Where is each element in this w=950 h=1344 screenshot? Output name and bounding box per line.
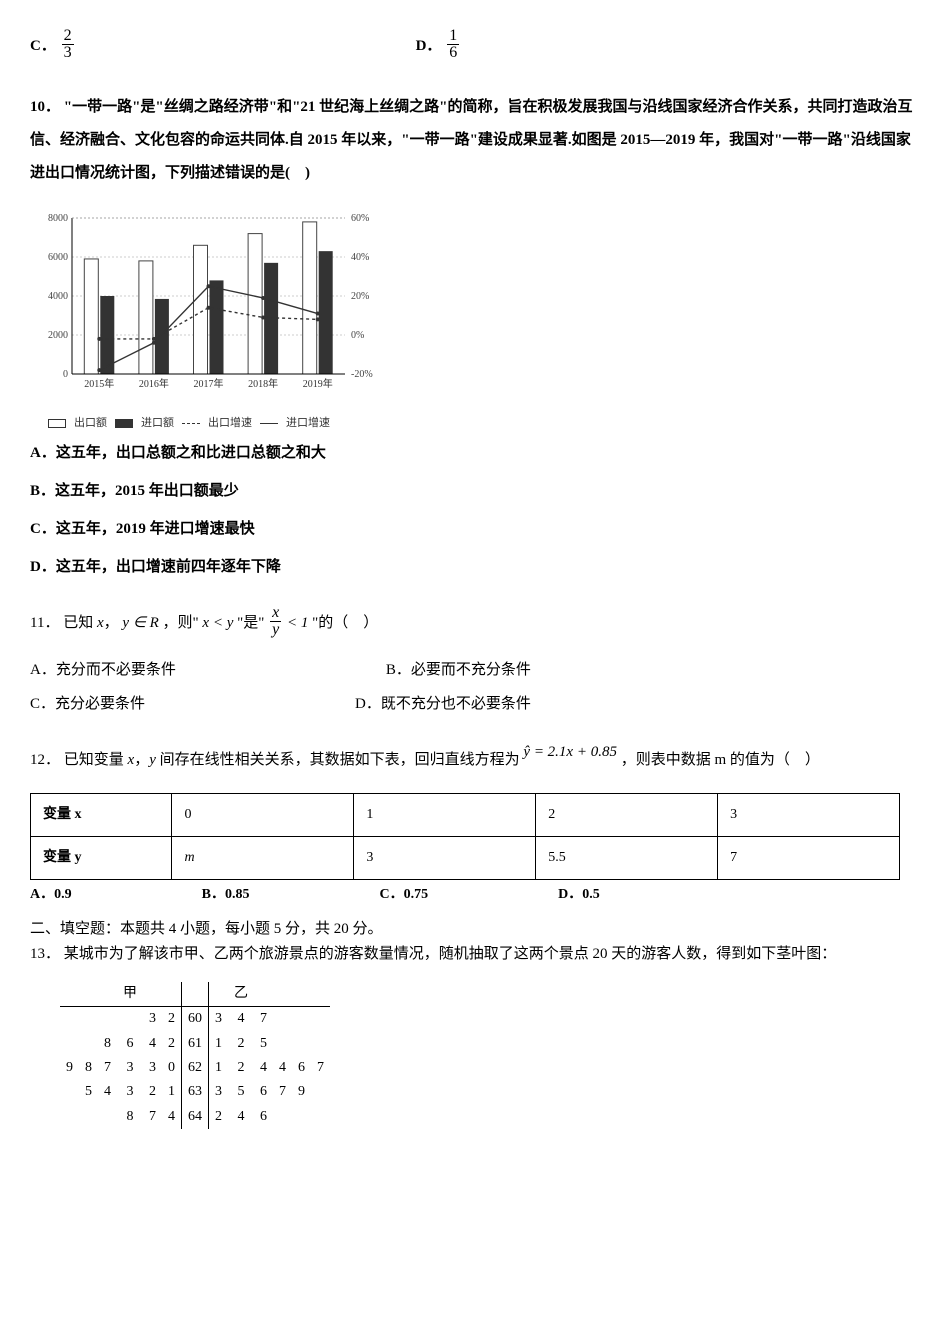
stem-leaf-plot: 甲乙32603478642611259873306212446754321633… [60, 982, 330, 1129]
table-row: 变量 x 0 1 2 3 [31, 793, 900, 836]
q11-frac: x y [270, 605, 281, 638]
q10-option-c: C．这五年，2019 年进口增速最快 [30, 517, 920, 541]
q12-number: 12． [30, 752, 60, 768]
q11-option-b: B．必要而不充分条件 [386, 658, 531, 682]
q12-options: A．0.9 B．0.85 C．0.75 D．0.5 [30, 884, 920, 906]
q9-options-cd: C． 2 3 D． 1 6 [30, 30, 920, 63]
q11-mid2: "是" [237, 615, 268, 631]
q12-eq: ŷ = 2.1x + 0.85 [523, 744, 617, 760]
q9-d-fraction: 1 6 [447, 28, 459, 61]
option-c-label: C． [30, 38, 56, 54]
legend-export-growth-line [182, 423, 200, 424]
q11: 11． 已知 x， y ∈ R ，则" x < y "是" x y < 1 "的… [30, 607, 920, 640]
q12-option-d: D．0.5 [558, 884, 600, 906]
q11-lt1: < 1 [287, 615, 308, 631]
svg-text:20%: 20% [351, 291, 369, 302]
svg-text:2019年: 2019年 [303, 377, 333, 390]
q11-prefix: 已知 [63, 615, 97, 631]
svg-text:8000: 8000 [48, 213, 68, 224]
legend-import-growth-line [260, 423, 278, 424]
legend-import-growth-label: 进口增速 [286, 415, 330, 433]
section2-title: 二、填空题：本题共 4 小题，每小题 5 分，共 20 分。 [30, 917, 920, 941]
q13-number: 13． [30, 946, 60, 962]
q11-x: x [97, 615, 104, 631]
q12-option-c: C．0.75 [379, 884, 428, 906]
legend-export-box [48, 419, 66, 428]
q10-options: A．这五年，出口总额之和比进口总额之和大 B．这五年，2015 年出口额最少 C… [30, 441, 920, 579]
q12-text1: 间存在线性相关关系，其数据如下表，回归直线方程为 [160, 752, 524, 768]
svg-text:0: 0 [63, 369, 68, 380]
q11-option-c: C．充分必要条件 [30, 692, 145, 716]
q9-option-c: C． 2 3 [30, 30, 76, 63]
q12-text2: ，则表中数据 m 的值为（ ） [621, 752, 820, 768]
q10-option-a: A．这五年，出口总额之和比进口总额之和大 [30, 441, 920, 465]
q11-cond: x < y [202, 615, 233, 631]
q11-option-a: A．充分而不必要条件 [30, 658, 176, 682]
svg-text:2015年: 2015年 [84, 377, 114, 390]
svg-text:4000: 4000 [48, 291, 68, 302]
svg-text:6000: 6000 [48, 252, 68, 263]
th-x: 变量 x [31, 793, 172, 836]
th-y: 变量 y [31, 837, 172, 880]
svg-text:-20%: -20% [351, 369, 373, 380]
q9-c-fraction: 2 3 [62, 28, 74, 61]
q11-number: 11． [30, 615, 59, 631]
q12-prefix: 已知变量 [64, 752, 128, 768]
q10-number: 10． [30, 99, 60, 115]
q10-text: "一带一路"是"丝绸之路经济带"和"21 世纪海上丝绸之路"的简称，旨在积极发展… [30, 99, 913, 181]
q12-table: 变量 x 0 1 2 3 变量 y m 3 5.5 7 [30, 793, 900, 881]
option-d-label: D． [416, 38, 442, 54]
q10-option-d: D．这五年，出口增速前四年逐年下降 [30, 555, 920, 579]
svg-text:40%: 40% [351, 252, 369, 263]
q10-chart: 0 2000 4000 6000 8000 -20% 0% 20% 40% 60% 2015年 2… [30, 206, 390, 411]
svg-text:2018年: 2018年 [248, 377, 278, 390]
svg-text:60%: 60% [351, 213, 369, 224]
q10-option-b: B．这五年，2015 年出口额最少 [30, 479, 920, 503]
chart-legend: 出口额 进口额 出口增速 进口增速 [48, 415, 920, 433]
q12: 12． 已知变量 x，y 间存在线性相关关系，其数据如下表，回归直线方程为 ŷ … [30, 744, 920, 777]
svg-text:2017年: 2017年 [194, 377, 224, 390]
q10: 10． "一带一路"是"丝绸之路经济带"和"21 世纪海上丝绸之路"的简称，旨在… [30, 91, 920, 190]
q9-option-d: D． 1 6 [416, 30, 462, 63]
q13: 13． 某城市为了解该市甲、乙两个旅游景点的游客数量情况，随机抽取了这两个景点 … [30, 941, 920, 968]
legend-export-growth-label: 出口增速 [208, 415, 252, 433]
q11-yR: y ∈ R [122, 615, 158, 631]
chart-svg: 0 2000 4000 6000 8000 -20% 0% 20% 40% 60% 2015年 2… [30, 206, 390, 411]
svg-text:2000: 2000 [48, 330, 68, 341]
q11-options: A．充分而不必要条件 B．必要而不充分条件 C．充分必要条件 D．既不充分也不必… [30, 658, 920, 716]
q11-mid3: "的（ ） [312, 615, 378, 631]
svg-text:2016年: 2016年 [139, 377, 169, 390]
table-row: 变量 y m 3 5.5 7 [31, 837, 900, 880]
legend-import-label: 进口额 [141, 415, 174, 433]
q13-text: 某城市为了解该市甲、乙两个旅游景点的游客数量情况，随机抽取了这两个景点 20 天… [64, 946, 837, 962]
q12-option-b: B．0.85 [202, 884, 250, 906]
q11-mid1: ，则" [163, 615, 203, 631]
svg-text:0%: 0% [351, 330, 364, 341]
legend-export-label: 出口额 [74, 415, 107, 433]
q11-option-d: D．既不充分也不必要条件 [355, 692, 531, 716]
legend-import-box [115, 419, 133, 428]
q12-option-a: A．0.9 [30, 884, 72, 906]
